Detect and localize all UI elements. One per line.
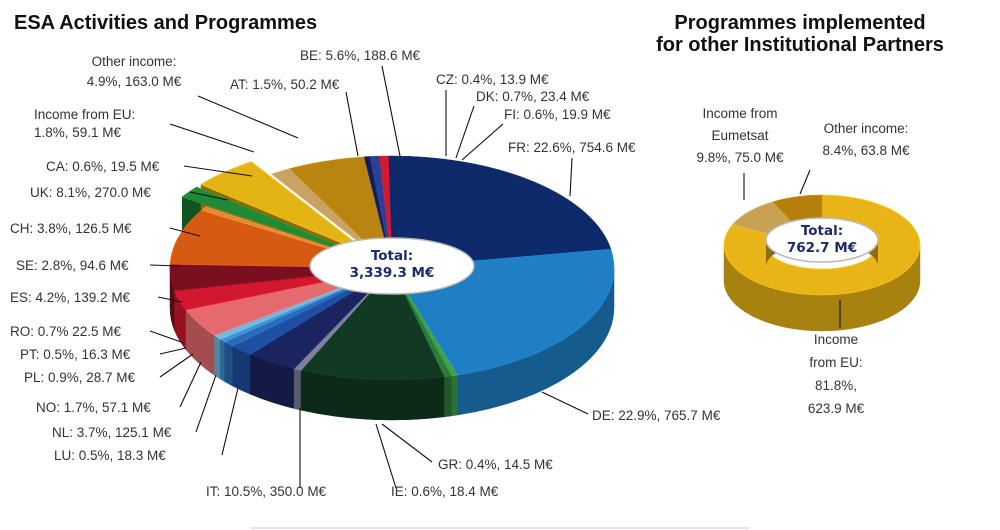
esa-label-dk: DK: 0.7%, 23.4 M€ <box>476 89 590 104</box>
esa-leader-uk <box>189 191 229 201</box>
partner-label-eumetsat: Income from Eumetsat 9.8%, 75.0 M€ <box>696 106 784 165</box>
esa-wall-gr <box>451 374 458 417</box>
esa-label-nl: NL: 3.7%, 125.1 M€ <box>52 425 172 440</box>
total-badge-esa: Total: 3,339.3 M€ <box>309 237 475 295</box>
esa-wall-pt <box>220 338 225 383</box>
esa-label-pt: PT: 0.5%, 16.3 M€ <box>20 347 131 362</box>
total-value-esa: 3,339.3 M€ <box>350 265 435 281</box>
esa-label-cz: CZ: 0.4%, 13.9 M€ <box>436 72 549 87</box>
esa-label-other: Other income: 4.9%, 163.0 M€ <box>87 54 182 89</box>
total-badge-partners: Total: 762.7 M€ <box>765 217 879 263</box>
partner-label-eu: Income from EU: 81.8%, 623.9 M€ <box>808 332 865 416</box>
esa-label-ch: CH: 3.8%, 126.5 M€ <box>10 221 132 236</box>
esa-label-no: NO: 1.7%, 57.1 M€ <box>36 400 151 415</box>
esa-leader-nl <box>195 374 217 433</box>
esa-label-ro: RO: 0.7% 22.5 M€ <box>10 324 122 339</box>
esa-leader-de <box>541 391 589 415</box>
esa-slice-eu <box>181 186 368 259</box>
esa-label-ca: CA: 0.6%, 19.5 M€ <box>46 159 160 174</box>
esa-wall-lu <box>293 368 302 411</box>
esa-leader-ca <box>183 165 253 177</box>
esa-leader-eu <box>169 123 255 153</box>
esa-label-es: ES: 4.2%, 139.2 M€ <box>10 290 131 305</box>
pie-chart-partners <box>723 194 921 332</box>
esa-leader-gr <box>381 423 433 463</box>
esa-leader-fr <box>569 157 573 197</box>
esa-leader-ie <box>375 423 397 489</box>
esa-label-de: DE: 22.9%, 765.7 M€ <box>592 408 721 423</box>
esa-wall-ie <box>443 375 452 418</box>
esa-leader-pl <box>159 353 194 378</box>
total-label-partners: Total: <box>801 223 843 239</box>
chart-title-esa: ESA Activities and Programmes <box>14 12 317 34</box>
esa-leader-lu <box>221 387 239 456</box>
esa-slice-it <box>300 267 445 381</box>
leader-lines <box>149 65 841 489</box>
esa-label-at: AT: 1.5%, 50.2 M€ <box>230 77 340 92</box>
esa-leader-at <box>345 91 359 157</box>
esa-slice-fr <box>387 155 612 269</box>
total-value-partners: 762.7 M€ <box>787 240 857 256</box>
esa-label-ie: IE: 0.6%, 18.4 M€ <box>391 484 499 499</box>
partner-leader-other <box>799 169 811 195</box>
slice-labels: FR: 22.6%, 754.6 M€ DE: 22.9%, 765.7 M€ GR… <box>10 48 910 499</box>
esa-leader-be <box>381 65 401 157</box>
esa-leader-other <box>197 95 299 139</box>
esa-label-eu: Income from EU: 1.8%, 59.1 M€ <box>34 107 135 140</box>
esa-leader-no <box>179 361 202 408</box>
esa-label-gr: GR: 0.4%, 14.5 M€ <box>438 457 553 472</box>
esa-wall-pl <box>224 341 234 387</box>
esa-label-lu: LU: 0.5%, 18.3 M€ <box>54 448 166 463</box>
esa-wall-ro <box>214 334 221 380</box>
esa-label-se: SE: 2.8%, 94.6 M€ <box>16 258 129 273</box>
esa-leader-ro <box>149 330 185 344</box>
esa-leader-es <box>157 296 183 303</box>
esa-label-fi: FI: 0.6%, 19.9 M€ <box>504 107 611 122</box>
total-label-esa: Total: <box>371 248 413 264</box>
chart-title-partners: Programmes implemented for other Institut… <box>656 12 944 56</box>
esa-label-it: IT: 10.5%, 350.0 M€ <box>206 484 327 499</box>
esa-leader-se <box>149 264 181 267</box>
esa-leader-ch <box>169 227 201 237</box>
esa-leader-dk <box>455 105 475 159</box>
esa-label-fr: FR: 22.6%, 754.6 M€ <box>508 140 636 155</box>
esa-label-pl: PL: 0.9%, 28.7 M€ <box>24 370 136 385</box>
esa-leader-fi <box>461 123 504 161</box>
esa-label-be: BE: 5.6%, 188.6 M€ <box>300 48 421 63</box>
esa-leader-pt <box>159 347 187 355</box>
partner-label-other: Other income: 8.4%, 63.8 M€ <box>822 121 910 158</box>
esa-label-uk: UK: 8.1%, 270.0 M€ <box>30 185 151 200</box>
